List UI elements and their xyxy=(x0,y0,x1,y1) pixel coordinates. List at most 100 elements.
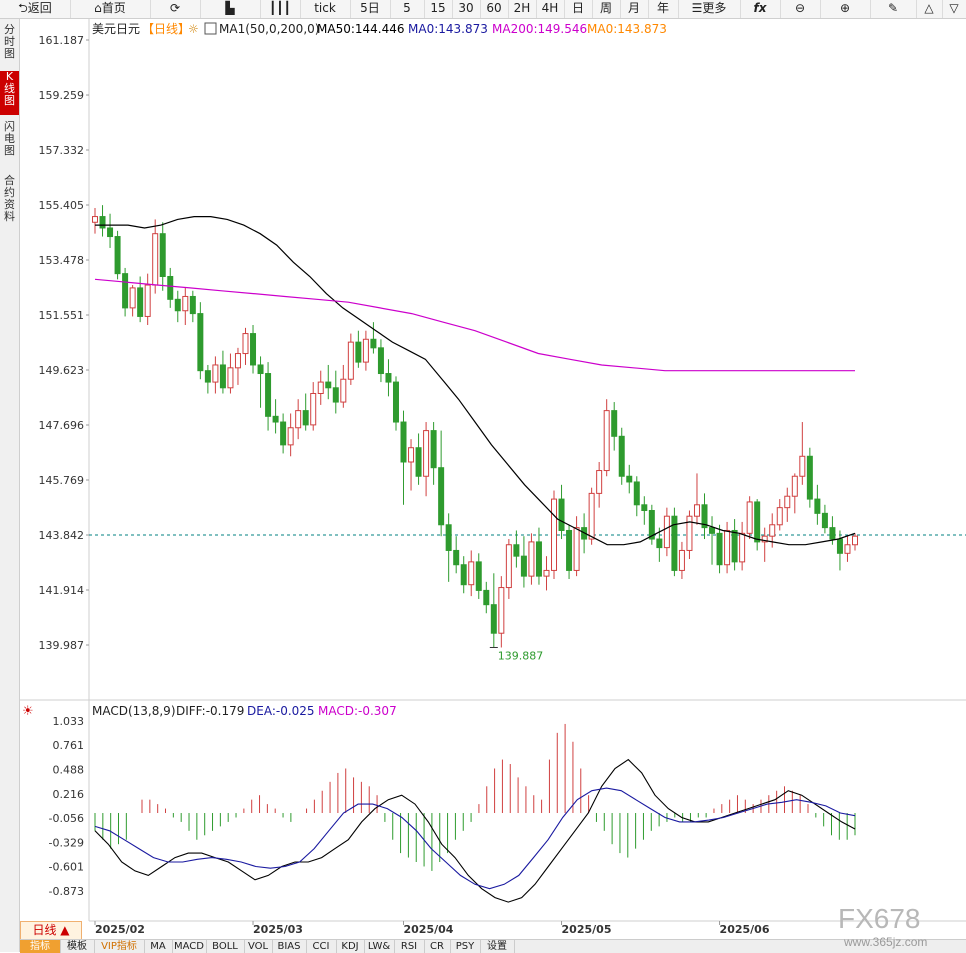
draw-button[interactable]: ✎ xyxy=(870,0,917,18)
more-button[interactable]: ☰更多 xyxy=(678,0,741,18)
zoom-out-button[interactable]: ⊖ xyxy=(780,0,821,18)
period-month[interactable]: 月 xyxy=(620,0,649,18)
home-icon: ⌂ xyxy=(94,1,102,15)
price-tick-label: 145.769 xyxy=(39,474,85,487)
sidebar-char: K xyxy=(5,70,14,83)
macd-diff-line xyxy=(94,758,856,903)
home-button[interactable]: ⌂首页 xyxy=(70,0,151,18)
macd-tick-label: -0.056 xyxy=(49,812,84,825)
candle-body xyxy=(460,564,467,586)
indicator-tab-14[interactable]: 设置 xyxy=(480,940,515,953)
candle-type-button[interactable]: ┃┃┃ xyxy=(260,0,301,18)
price-tick-label: 149.623 xyxy=(39,364,85,377)
candle-body xyxy=(490,604,497,634)
indicator-tab-3[interactable]: MA xyxy=(144,940,173,953)
candle-body xyxy=(641,504,648,512)
refresh-button[interactable]: ⟳ xyxy=(150,0,201,18)
period-year[interactable]: 年 xyxy=(648,0,679,18)
sidebar-item-contract[interactable]: 合约资料 xyxy=(0,175,19,231)
candle-body xyxy=(159,233,166,277)
candle-body xyxy=(475,561,482,591)
candle-body xyxy=(483,589,490,606)
candle-body xyxy=(189,295,196,315)
indicator-tab-7[interactable]: BIAS xyxy=(272,940,307,953)
price-tick-label: 157.332 xyxy=(39,144,85,157)
indicator-tab-10[interactable]: LW& xyxy=(364,940,395,953)
back-button[interactable]: ⮌返回 xyxy=(0,0,71,18)
period-4h[interactable]: 4H xyxy=(536,0,565,18)
candle-body xyxy=(174,298,181,312)
zoom-in-button[interactable]: ⊕ xyxy=(820,0,871,18)
period-day[interactable]: 日 xyxy=(564,0,593,18)
sidebar-char: 线 xyxy=(4,82,15,95)
collapse-up-button[interactable]: △ xyxy=(916,0,943,18)
indicator-tab-6[interactable]: VOL xyxy=(244,940,273,953)
indicator-tab-4[interactable]: MACD xyxy=(172,940,207,953)
period-week[interactable]: 周 xyxy=(592,0,621,18)
candle-body xyxy=(784,495,791,509)
period-dropdown[interactable]: 日线 ▲ xyxy=(20,921,82,940)
candle-body xyxy=(513,544,520,557)
period-15[interactable]: 15 xyxy=(424,0,453,18)
sidebar-item-flash[interactable]: 闪电图 xyxy=(0,121,19,165)
candle-body xyxy=(453,549,460,566)
sidebar-char: 图 xyxy=(4,144,15,157)
candle-body xyxy=(648,510,655,540)
candle-body xyxy=(791,475,798,497)
formula-button[interactable]: fx xyxy=(740,0,781,18)
candle-body xyxy=(250,333,257,366)
candle-body xyxy=(603,410,610,472)
indicator-tab-12[interactable]: CR xyxy=(424,940,451,953)
candle-body xyxy=(212,364,219,383)
legend-period: 【日线】 xyxy=(142,22,190,36)
indicator-tab-0[interactable]: 指标 xyxy=(20,940,61,953)
settings-sun-icon[interactable]: ☼ xyxy=(188,22,199,36)
indicator-tab-1[interactable]: 模板 xyxy=(60,940,95,953)
refresh-icon: ⟳ xyxy=(169,1,181,15)
candle-body xyxy=(709,527,716,534)
period-60[interactable]: 60 xyxy=(480,0,509,18)
price-tick-label: 141.914 xyxy=(39,584,85,597)
moving-average-lines xyxy=(94,216,856,546)
indicator-tab-13[interactable]: PSY xyxy=(450,940,481,953)
period-2h[interactable]: 2H xyxy=(508,0,537,18)
price-tick-label: 151.551 xyxy=(39,309,85,322)
period-5[interactable]: 5 xyxy=(390,0,425,18)
period-tick[interactable]: tick xyxy=(300,0,351,18)
chart-type-button[interactable]: ▙ xyxy=(200,0,261,18)
candle-body xyxy=(317,381,324,394)
indicator-tab-9[interactable]: KDJ xyxy=(336,940,365,953)
candle-body xyxy=(701,504,708,529)
candle-body xyxy=(761,535,768,543)
more-label: 更多 xyxy=(702,1,727,15)
period-30[interactable]: 30 xyxy=(452,0,481,18)
price-tick-label: 153.478 xyxy=(39,254,85,267)
sidebar-char: 时 xyxy=(4,35,15,48)
legend-ma-name: MA1(50,0,200,0) xyxy=(219,22,319,36)
watermark-brand: FX678 xyxy=(838,903,921,934)
legend-macd-dea: DEA:-0.025 xyxy=(247,704,315,718)
candle-body xyxy=(776,507,783,526)
indicator-tab-11[interactable]: RSI xyxy=(394,940,425,953)
indicator-tab-2[interactable]: VIP指标 xyxy=(94,940,145,953)
candle-body xyxy=(528,541,535,577)
macd-dea-line xyxy=(94,787,856,890)
indicator-template-icon[interactable] xyxy=(204,22,217,35)
sidebar-item-timeshare[interactable]: 分时图 xyxy=(0,24,19,64)
candle-body xyxy=(626,475,633,483)
candle-body xyxy=(829,527,836,540)
indicator-tab-8[interactable]: CCI xyxy=(306,940,337,953)
candle-body xyxy=(370,338,377,349)
indicator-tab-5[interactable]: BOLL xyxy=(206,940,245,953)
indicator-tabs: 指标 模板 VIP指标 MA MACD BOLL VOL BIAS CCI KDJ LW& RSI CR… xyxy=(20,939,966,953)
ma50-line xyxy=(95,216,856,546)
macd-axis: 1.033 0.761 0.488 0.216 -0.056 -0.329 -0.601 -0… xyxy=(49,715,84,898)
macd-settings-icon[interactable]: ☀ xyxy=(22,704,34,719)
expand-down-button[interactable]: ▽ xyxy=(942,0,966,18)
period-5-day[interactable]: 5日 xyxy=(350,0,391,18)
candle-body xyxy=(633,481,640,506)
chart-area[interactable]: 161.187 159.259 157.332 155.405 153.478 151.5… xyxy=(20,19,966,939)
candle-body xyxy=(498,587,505,634)
price-tick-label: 161.187 xyxy=(39,34,85,47)
